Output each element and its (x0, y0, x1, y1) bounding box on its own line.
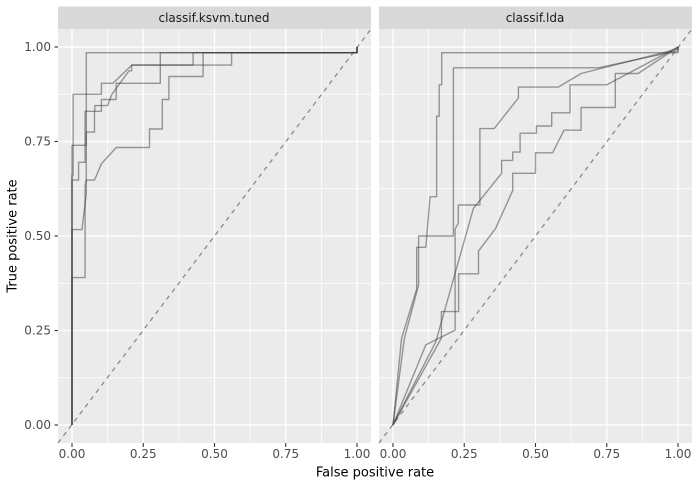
roc-curve (392, 46, 679, 426)
y-tick-label: 0.50 (24, 229, 51, 243)
x-tick-label: 0.50 (201, 447, 228, 461)
facet-strip (379, 6, 692, 29)
facet-strip-label-left: classif.ksvm.tuned (158, 11, 270, 25)
x-axis-title: False positive rate (315, 465, 435, 481)
facet-strip (58, 6, 371, 29)
chance-diagonal-line (57, 28, 372, 444)
x-tick-label: 1.00 (344, 447, 371, 461)
y-tick-label: 0.00 (24, 418, 51, 432)
x-tick-label: 0.25 (451, 447, 478, 461)
x-tick-label: 0.50 (522, 447, 549, 461)
y-tick-label: 1.00 (24, 40, 51, 54)
y-axis-title: True positive rate (5, 179, 21, 293)
y-tick-label: 0.75 (24, 135, 51, 149)
roc-curve (392, 47, 679, 426)
x-tick-label: 0.75 (593, 447, 620, 461)
x-tick-label: 0.00 (59, 447, 86, 461)
roc-curve (392, 46, 679, 426)
roc-curve (71, 47, 358, 425)
x-tick-label: 1.00 (665, 447, 692, 461)
facet-strip-label-right: classif.lda (505, 11, 565, 25)
chance-diagonal-line (378, 28, 693, 444)
roc-curve (392, 47, 679, 426)
roc-curve (71, 47, 358, 425)
x-tick-label: 0.00 (380, 447, 407, 461)
y-tick-label: 0.25 (24, 324, 51, 338)
x-tick-label: 0.25 (130, 447, 157, 461)
roc-curve (392, 47, 679, 426)
x-tick-label: 0.75 (272, 447, 299, 461)
